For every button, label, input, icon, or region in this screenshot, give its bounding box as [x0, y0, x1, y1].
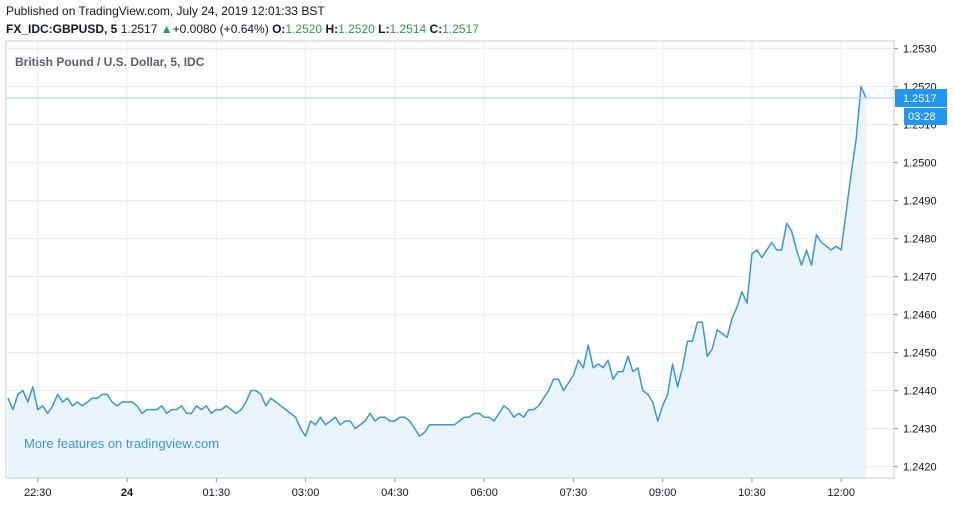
x-tick-label: 07:30: [560, 487, 588, 499]
low-value: 1.2514: [389, 22, 427, 36]
y-tick-label: 1.2490: [903, 196, 937, 208]
high-value: 1.2520: [338, 22, 375, 36]
x-tick-label: 22:30: [24, 487, 52, 499]
open-value: 1.2520: [285, 22, 323, 36]
high-label: H:: [325, 22, 339, 36]
y-tick-label: 1.2480: [903, 234, 937, 246]
x-tick-label: 06:00: [470, 487, 498, 499]
y-tick-label: 1.2530: [903, 44, 937, 56]
published-info: Published on TradingView.com, July 24, 2…: [6, 4, 325, 18]
y-tick-label: 1.2470: [903, 272, 937, 284]
y-tick-label: 1.2500: [903, 158, 937, 170]
x-tick-label: 10:30: [738, 487, 766, 499]
y-tick-label: 1.2440: [903, 386, 937, 398]
chart-title: British Pound / U.S. Dollar, 5, IDC: [15, 55, 205, 69]
x-tick-label: 01:30: [203, 487, 231, 499]
current-price-label-bg: [895, 89, 947, 107]
y-tick-label: 1.2430: [903, 424, 937, 436]
y-tick-label: 1.2420: [903, 462, 937, 474]
watermark-link[interactable]: More features on tradingview.com: [24, 436, 219, 451]
close-value: 1.2517: [442, 22, 479, 36]
countdown-label-bg: [904, 108, 947, 125]
y-tick-label: 1.2460: [903, 310, 937, 322]
up-arrow-icon: ▲: [160, 22, 173, 36]
price-line: [7, 85, 867, 437]
low-label: L:: [378, 22, 390, 36]
close-label: C:: [429, 22, 443, 36]
symbol-info-bar: FX_IDC:GBPUSD, 5 1.2517 ▲+0.0080 (+0.64%…: [6, 22, 479, 36]
open-label: O:: [272, 22, 286, 36]
y-tick-label: 1.2450: [903, 348, 937, 360]
x-tick-label: 09:00: [649, 487, 677, 499]
price-change: +0.0080 (+0.64%): [172, 22, 269, 36]
symbol-name[interactable]: FX_IDC:GBPUSD, 5: [6, 22, 118, 36]
x-tick-label: 04:30: [381, 487, 409, 499]
last-price: 1.2517: [120, 22, 158, 36]
countdown-label: 03:28: [908, 111, 936, 123]
area-fill: [8, 86, 866, 478]
current-price-label: 1.2517: [903, 93, 937, 105]
x-tick-label: 12:00: [827, 487, 855, 499]
x-tick-label: 24: [121, 487, 134, 499]
x-tick-label: 03:00: [292, 487, 320, 499]
